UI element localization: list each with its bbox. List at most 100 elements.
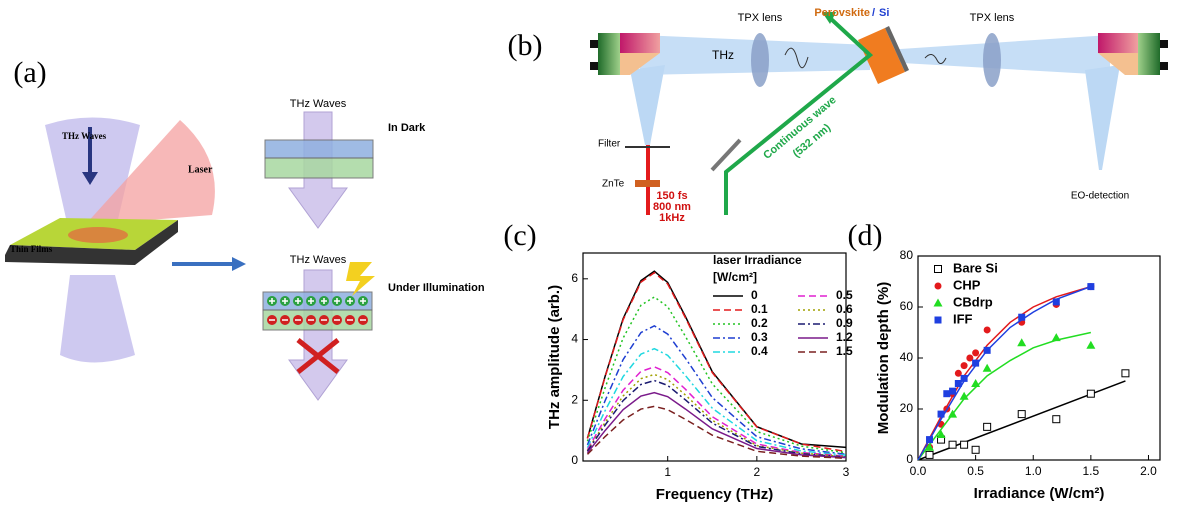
legend-swatch — [933, 298, 943, 307]
crystal — [635, 180, 660, 187]
pin — [1160, 40, 1168, 48]
probe-beam — [630, 65, 665, 145]
label: Si — [85, 263, 93, 273]
y-tick-label: 40 — [900, 350, 914, 364]
thz-beam — [60, 275, 135, 363]
probe-beam — [1085, 65, 1120, 170]
point — [954, 380, 962, 387]
x-tick-label: 1 — [664, 465, 671, 479]
y-tick-label: 20 — [900, 401, 914, 415]
source — [620, 53, 660, 75]
plot-frame — [582, 252, 847, 462]
label: 1kHz — [659, 212, 685, 224]
label: Laser — [188, 164, 213, 175]
point — [1017, 410, 1026, 419]
layer — [264, 157, 374, 179]
legend-label: Bare Si — [953, 260, 998, 275]
point — [1052, 298, 1060, 306]
detector — [1138, 33, 1160, 75]
y-tick-label: 6 — [571, 271, 578, 285]
point — [949, 387, 957, 395]
fit-line — [917, 285, 1092, 461]
label: Perovskite — [814, 7, 870, 19]
legend-label: IFF — [953, 311, 973, 326]
laser-beam — [85, 120, 215, 225]
point — [966, 354, 974, 362]
plus — [321, 298, 327, 304]
thz-arrow — [288, 269, 348, 401]
legend-label: CHP — [953, 277, 981, 292]
line — [586, 391, 847, 459]
plus — [269, 298, 275, 304]
point — [983, 326, 991, 334]
panel-label: (d) — [848, 219, 883, 252]
diagram-b: TPX lens THz Perovskite / Si TPX lens Fi… — [590, 7, 1168, 224]
point — [925, 450, 934, 459]
x-tick-label: 1.5 — [1083, 464, 1100, 478]
label: Thin Films — [10, 244, 53, 254]
lens — [751, 33, 769, 87]
point — [959, 391, 969, 400]
detector — [1098, 53, 1138, 75]
arrow-head — [232, 257, 246, 271]
pulse — [784, 47, 809, 69]
layer — [262, 291, 373, 311]
legend-label: 0 — [751, 288, 758, 302]
label: THz Waves — [290, 98, 347, 110]
legend-label: 0.3 — [751, 330, 768, 344]
sample — [858, 28, 905, 84]
label: THz Waves — [62, 131, 107, 141]
point — [1086, 389, 1095, 398]
label: TPX lens — [738, 12, 783, 24]
point — [948, 409, 958, 418]
point — [960, 362, 968, 370]
y-axis-label: Modulation depth (%) — [875, 282, 892, 434]
panel-label: (b) — [508, 29, 543, 62]
point — [983, 346, 991, 354]
point — [983, 422, 992, 431]
point — [960, 440, 969, 449]
source — [598, 33, 620, 75]
fit-line — [917, 285, 1092, 461]
label: Filter — [598, 139, 621, 150]
plus — [360, 298, 366, 304]
y-tick-label: 4 — [571, 332, 578, 346]
line — [586, 379, 847, 458]
point — [937, 410, 945, 418]
arrow-head — [822, 12, 836, 24]
substrate — [5, 220, 178, 265]
point — [971, 445, 980, 454]
legend-swatch — [934, 265, 942, 273]
x-tick-label: 0.0 — [910, 464, 927, 478]
point — [1052, 415, 1061, 424]
line — [586, 373, 847, 458]
plus — [334, 298, 340, 304]
label: Under Illumination — [388, 282, 485, 294]
point — [943, 390, 951, 398]
line — [586, 270, 847, 449]
label: 800 nm — [653, 201, 691, 213]
point — [982, 363, 992, 372]
legend-swatch — [934, 316, 942, 324]
y-tick-label: 60 — [900, 299, 914, 313]
point — [1086, 340, 1096, 349]
label: THz Waves — [290, 254, 347, 266]
fit-line — [917, 331, 1092, 461]
legend-swatch — [934, 282, 942, 290]
x-tick-label: 2.0 — [1140, 464, 1157, 478]
line — [586, 366, 847, 457]
label: ZnTe — [602, 179, 625, 190]
point — [1121, 369, 1130, 378]
panel-label: (c) — [503, 219, 536, 252]
y-tick-label: 80 — [900, 248, 914, 262]
y-tick-label: 2 — [571, 392, 578, 406]
sample-edge — [885, 26, 909, 72]
point — [1017, 338, 1027, 347]
x-tick-label: 0.5 — [967, 464, 984, 478]
label: 150 fs — [656, 190, 687, 202]
point — [954, 369, 962, 377]
y-axis-label: THz amplitude (arb.) — [546, 285, 563, 429]
x-tick-label: 1.0 — [1025, 464, 1042, 478]
x-tick-label: 2 — [754, 465, 761, 479]
